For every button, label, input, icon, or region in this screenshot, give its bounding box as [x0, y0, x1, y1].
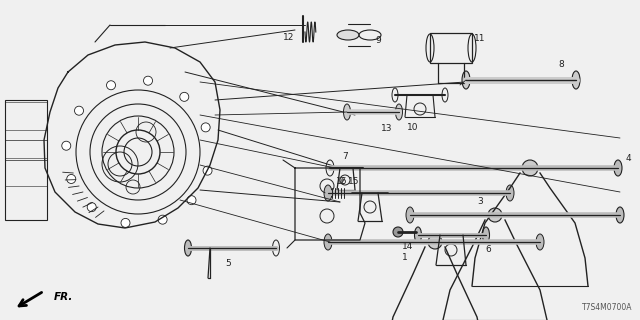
- Text: 9: 9: [375, 36, 381, 44]
- Text: T7S4M0700A: T7S4M0700A: [582, 303, 632, 312]
- Ellipse shape: [337, 30, 359, 40]
- Text: 3: 3: [477, 196, 483, 205]
- Circle shape: [87, 203, 96, 212]
- Ellipse shape: [184, 240, 191, 256]
- Text: 12: 12: [284, 33, 294, 42]
- Circle shape: [158, 215, 167, 224]
- Circle shape: [522, 160, 538, 176]
- Ellipse shape: [344, 104, 351, 120]
- Text: 8: 8: [558, 60, 564, 68]
- Circle shape: [180, 92, 189, 101]
- Circle shape: [121, 219, 130, 228]
- Text: 14: 14: [403, 242, 413, 251]
- Circle shape: [143, 76, 152, 85]
- Text: 15: 15: [348, 177, 360, 186]
- Text: 5: 5: [225, 260, 231, 268]
- Text: 10: 10: [407, 123, 419, 132]
- Text: 16: 16: [336, 177, 348, 186]
- Circle shape: [203, 166, 212, 175]
- Circle shape: [187, 196, 196, 205]
- Text: 4: 4: [625, 154, 631, 163]
- Ellipse shape: [536, 234, 544, 250]
- Text: 7: 7: [342, 151, 348, 161]
- Ellipse shape: [462, 71, 470, 89]
- Ellipse shape: [572, 71, 580, 89]
- Text: 1: 1: [402, 253, 408, 262]
- Circle shape: [393, 227, 403, 237]
- Ellipse shape: [396, 104, 403, 120]
- Circle shape: [67, 174, 76, 183]
- Circle shape: [62, 141, 71, 150]
- Circle shape: [201, 123, 210, 132]
- Text: FR.: FR.: [54, 292, 74, 302]
- Circle shape: [106, 81, 116, 90]
- Text: 13: 13: [381, 124, 393, 132]
- Text: 2: 2: [339, 177, 345, 186]
- Ellipse shape: [616, 207, 624, 223]
- Circle shape: [488, 208, 502, 222]
- Circle shape: [428, 235, 442, 249]
- Ellipse shape: [324, 185, 332, 201]
- Ellipse shape: [324, 234, 332, 250]
- Ellipse shape: [406, 207, 414, 223]
- Ellipse shape: [415, 227, 422, 243]
- Ellipse shape: [614, 160, 622, 176]
- Circle shape: [74, 106, 84, 115]
- Bar: [5, 100, 47, 220]
- Bar: [430, 33, 472, 63]
- Ellipse shape: [506, 185, 514, 201]
- Text: 11: 11: [474, 34, 486, 43]
- Text: 6: 6: [485, 244, 491, 253]
- Ellipse shape: [483, 227, 490, 243]
